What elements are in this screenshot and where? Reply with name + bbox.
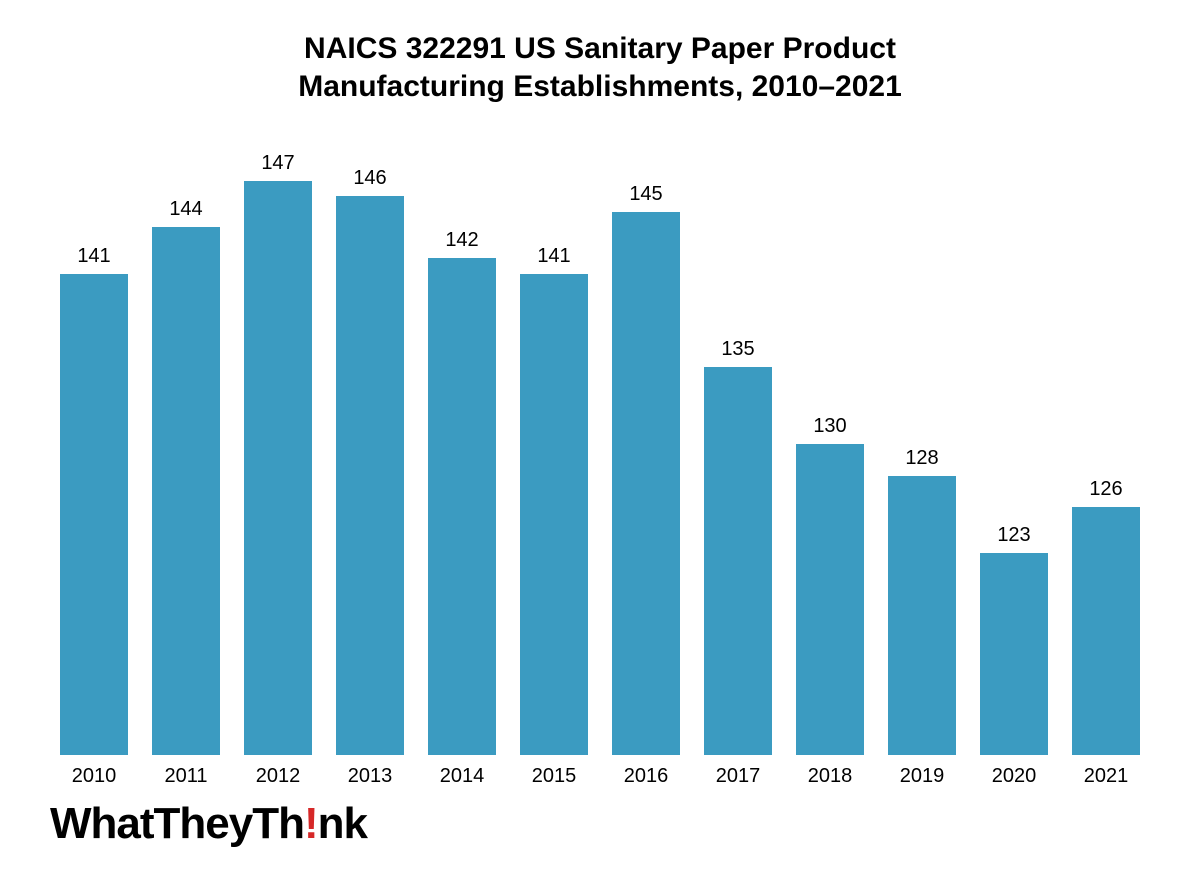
bar-rect [888, 476, 956, 755]
plot-area: 141 144 147 146 142 141 145 135 130 128 123 126 [50, 135, 1150, 755]
x-axis-labels: 2010 2011 2012 2013 2014 2015 2016 2017 2018 2019… [50, 755, 1150, 788]
bar-value-label: 144 [169, 198, 202, 221]
x-axis-label: 2011 [152, 765, 220, 788]
x-axis-label: 2018 [796, 765, 864, 788]
chart-title-line2: Manufacturing Establishments, 2010–2021 [298, 70, 902, 103]
bar-value-label: 141 [77, 245, 110, 268]
bar-value-label: 141 [537, 245, 570, 268]
bar-group: 146 [336, 135, 404, 755]
x-axis-label: 2020 [980, 765, 1048, 788]
x-axis-label: 2015 [520, 765, 588, 788]
bar-group: 147 [244, 135, 312, 755]
bar-group: 126 [1072, 135, 1140, 755]
bar-rect [704, 367, 772, 755]
bar-rect [60, 274, 128, 755]
bar-value-label: 126 [1089, 478, 1122, 501]
bar-group: 145 [612, 135, 680, 755]
chart-title-line1: NAICS 322291 US Sanitary Paper Product [304, 32, 896, 65]
bar-value-label: 146 [353, 167, 386, 190]
bar-group: 135 [704, 135, 772, 755]
x-axis-label: 2014 [428, 765, 496, 788]
bar-value-label: 130 [813, 415, 846, 438]
bar-rect [612, 212, 680, 755]
bar-group: 144 [152, 135, 220, 755]
bar-group: 123 [980, 135, 1048, 755]
x-axis-label: 2012 [244, 765, 312, 788]
bar-group: 130 [796, 135, 864, 755]
bar-group: 141 [520, 135, 588, 755]
chart-title: NAICS 322291 US Sanitary Paper Product M… [50, 30, 1150, 105]
x-axis-label: 2016 [612, 765, 680, 788]
bar-value-label: 123 [997, 524, 1030, 547]
x-axis-label: 2021 [1072, 765, 1140, 788]
bar-rect [520, 274, 588, 755]
x-axis-label: 2019 [888, 765, 956, 788]
bar-group: 128 [888, 135, 956, 755]
chart-container: NAICS 322291 US Sanitary Paper Product M… [0, 0, 1200, 872]
logo-accent-icon: ! [304, 799, 318, 848]
logo-text-after: nk [318, 799, 369, 848]
bar-value-label: 128 [905, 447, 938, 470]
logo-text-before: WhatTheyTh [50, 799, 304, 848]
bar-rect [796, 444, 864, 755]
bar-rect [428, 258, 496, 755]
bar-group: 142 [428, 135, 496, 755]
bar-group: 141 [60, 135, 128, 755]
bar-value-label: 145 [629, 183, 662, 206]
x-axis-label: 2010 [60, 765, 128, 788]
bar-rect [152, 227, 220, 755]
bar-rect [1072, 507, 1140, 755]
x-axis-label: 2013 [336, 765, 404, 788]
source-logo: WhatTheyTh!nk [50, 796, 1150, 852]
bar-rect [336, 196, 404, 755]
bar-value-label: 135 [721, 338, 754, 361]
bar-rect [980, 553, 1048, 755]
bar-rect [244, 181, 312, 755]
x-axis-label: 2017 [704, 765, 772, 788]
bar-value-label: 142 [445, 229, 478, 252]
svg-text:WhatTheyTh!nk: WhatTheyTh!nk [50, 799, 369, 848]
bar-value-label: 147 [261, 152, 294, 175]
